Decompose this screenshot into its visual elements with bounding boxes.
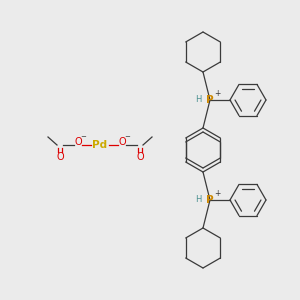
- Text: +: +: [214, 188, 220, 197]
- Text: H: H: [195, 94, 201, 103]
- Text: O: O: [56, 152, 64, 162]
- Text: −: −: [80, 134, 86, 140]
- Text: −: −: [124, 134, 130, 140]
- Text: P: P: [206, 195, 214, 205]
- Text: P: P: [206, 95, 214, 105]
- Text: O: O: [118, 137, 126, 147]
- Text: O: O: [74, 137, 82, 147]
- Text: O: O: [136, 152, 144, 162]
- Text: Pd: Pd: [92, 140, 108, 150]
- Text: H: H: [195, 194, 201, 203]
- Text: +: +: [214, 88, 220, 98]
